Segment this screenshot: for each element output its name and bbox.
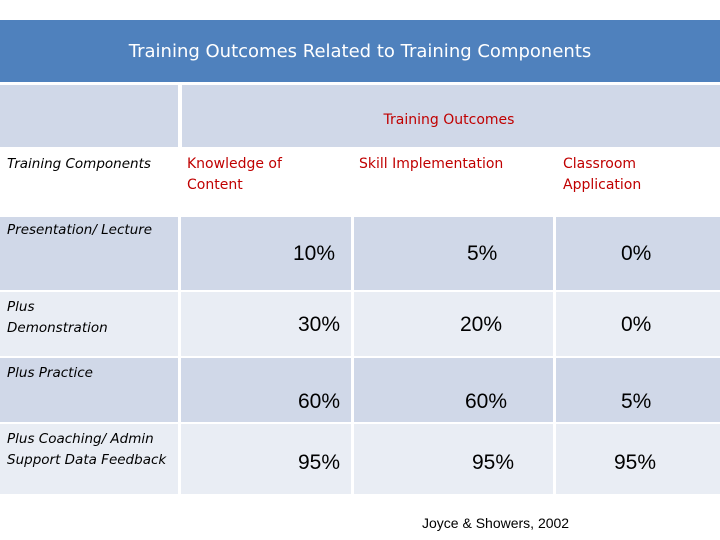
cell-demonstration-skill: 20%: [460, 313, 503, 336]
column-header-classroom: Classroom Application: [563, 156, 642, 193]
row-label-coaching: Plus Coaching/ Admin Support Data Feedba…: [7, 431, 167, 468]
source-citation: Joyce & Showers, 2002: [422, 515, 570, 531]
slide-title: Training Outcomes Related to Training Co…: [0, 20, 720, 82]
cell-practice-skill: 60%: [465, 390, 508, 413]
row-label-presentation: Presentation/ Lecture: [7, 222, 153, 238]
cell-practice-knowledge: 60%: [298, 390, 341, 413]
cell-practice-classroom: 5%: [621, 390, 652, 413]
col-divider-2: [351, 147, 354, 494]
col-divider-1: [178, 147, 181, 494]
slide-title-text: Training Outcomes Related to Training Co…: [128, 40, 592, 62]
group-header-band: [0, 85, 720, 147]
cell-demonstration-knowledge: 30%: [298, 313, 341, 336]
cell-coaching-knowledge: 95%: [298, 451, 341, 474]
row-band-coaching: [0, 424, 720, 494]
row-label-demonstration: Plus Demonstration: [7, 299, 108, 336]
column-header-knowledge: Knowledge of Content: [187, 156, 282, 193]
cell-coaching-classroom: 95%: [614, 451, 657, 474]
row-band-demonstration: [0, 292, 720, 356]
row-label-practice: Plus Practice: [7, 365, 93, 381]
cell-presentation-knowledge: 10%: [293, 242, 336, 265]
group-header-divider: [178, 85, 182, 147]
row-band-practice: [0, 358, 720, 422]
cell-coaching-skill: 95%: [472, 451, 515, 474]
col-divider-3: [553, 147, 556, 494]
row-band-presentation: [0, 217, 720, 290]
column-header-skill: Skill Implementation: [359, 156, 504, 172]
cell-demonstration-classroom: 0%: [621, 313, 652, 336]
group-header-label: Training Outcomes: [383, 112, 515, 128]
cell-presentation-classroom: 0%: [621, 242, 652, 265]
cell-presentation-skill: 5%: [467, 242, 498, 265]
components-header-label: Training Components: [7, 156, 151, 172]
